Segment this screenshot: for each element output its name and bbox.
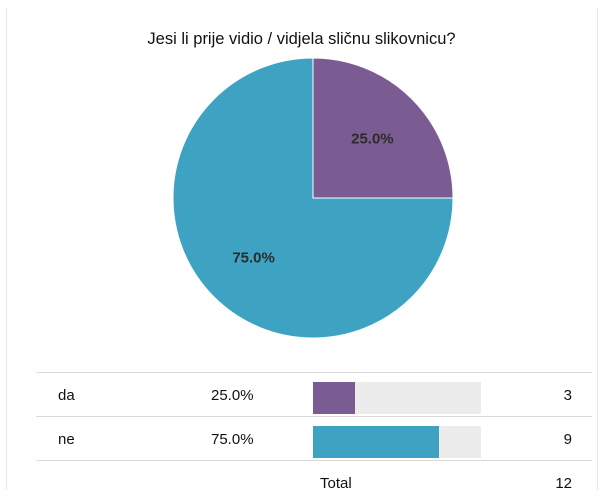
pie-labels: 25.0% 75.0%	[232, 131, 393, 267]
row-bar-track	[313, 382, 481, 414]
row-count: 3	[563, 387, 572, 404]
row-bar-fill	[313, 426, 439, 458]
pie-chart: 25.0% 75.0%	[172, 57, 454, 339]
pie-slices	[172, 57, 454, 339]
row-percent: 75.0%	[211, 431, 254, 448]
pie-slice-da	[312, 57, 454, 199]
row-bar-fill	[313, 382, 355, 414]
row-bar-track	[313, 426, 481, 458]
summary-table: da 25.0% 3 ne 75.0% 9 Total 12	[36, 372, 592, 501]
total-label: Total	[320, 475, 352, 492]
chart-frame	[6, 8, 598, 490]
chart-title: Jesi li prije vidio / vidjela sličnu sli…	[147, 30, 456, 48]
table-row-ne: ne 75.0% 9	[36, 417, 592, 461]
row-count: 9	[563, 431, 572, 448]
table-row-total: Total 12	[36, 461, 592, 501]
total-value: 12	[555, 475, 572, 492]
row-percent: 25.0%	[211, 387, 254, 404]
row-label: ne	[58, 431, 75, 448]
table-row-da: da 25.0% 3	[36, 373, 592, 417]
pie-label-ne: 75.0%	[232, 249, 275, 266]
pie-label-da: 25.0%	[351, 131, 394, 148]
row-label: da	[58, 387, 75, 404]
pie-slice-ne	[172, 57, 454, 339]
